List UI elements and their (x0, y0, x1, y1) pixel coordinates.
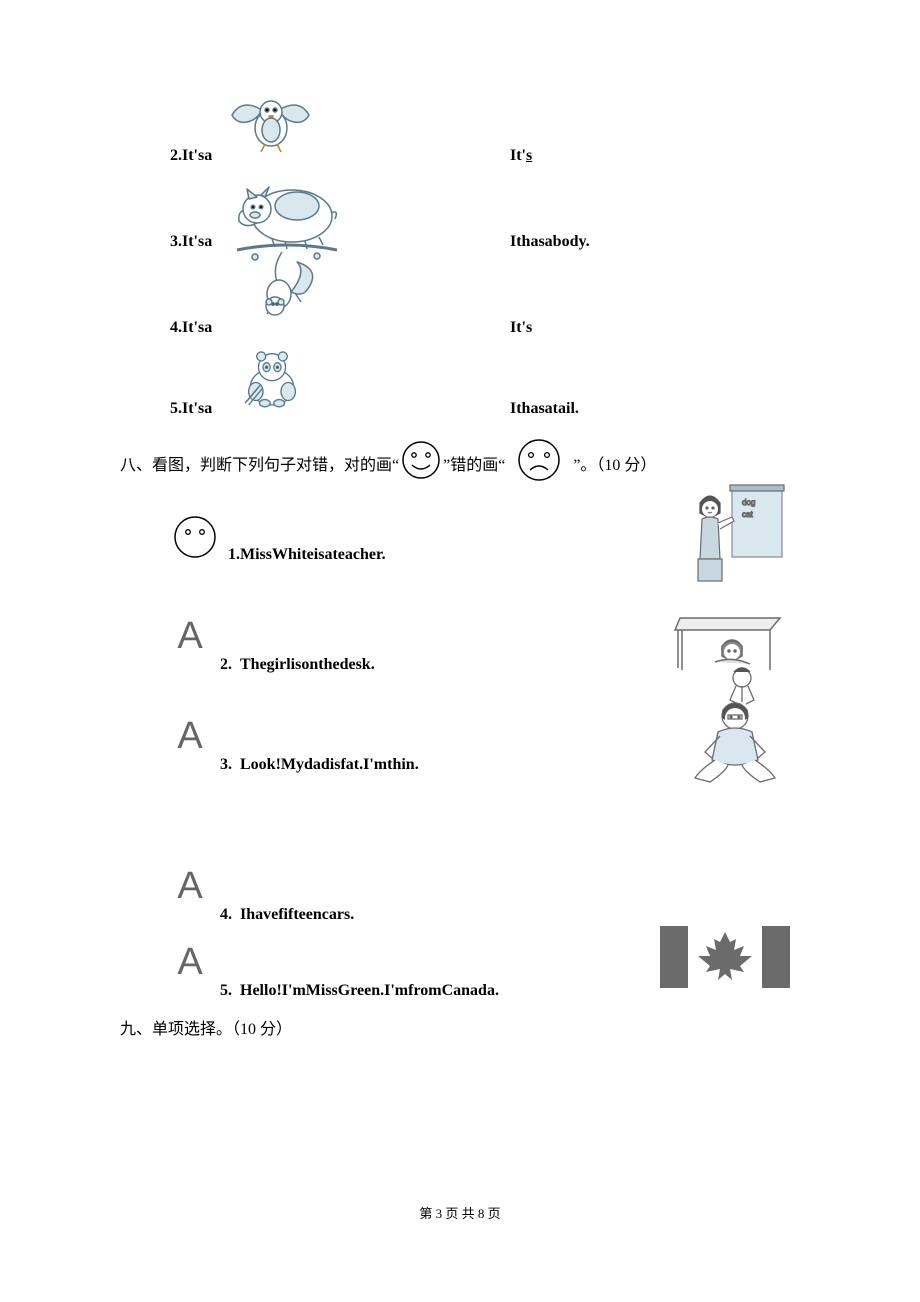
s8-5-text: Hello!I'mMissGreen.I'mfromCanada. (240, 982, 499, 999)
s7-row-5: 5.It'sa (170, 343, 790, 418)
s8-2-text: Thegirlisonthedesk. (240, 656, 375, 673)
s8-2-num: 2. (220, 656, 232, 673)
s7-row-3: 3.It'sa (170, 171, 790, 251)
page-footer: 第 3 页 共 8 页 (0, 1203, 920, 1222)
s8-head-mid: ”错的画“ (443, 451, 505, 475)
marker-A-3: A (170, 715, 210, 758)
happy-face-icon (399, 438, 443, 487)
s7-4-right: It's (510, 319, 532, 336)
s8-head-post: ”。（10 分） (573, 451, 656, 475)
panda-icon (227, 343, 317, 418)
s8-1-text: MissWhiteisateacher. (240, 546, 386, 563)
s8-3-text: Look!Mydadisfat.I'mthin. (240, 756, 419, 773)
dad-kid-icon (680, 660, 790, 795)
s7-2-right-u: s (526, 147, 532, 164)
s7-2-left: 2.It'sa (170, 147, 212, 165)
svg-text:dog: dog (742, 498, 755, 507)
marker-A-5: A (170, 941, 210, 984)
s7-4-left: 4.It'sa (170, 319, 212, 337)
s7-5-right: Ithasatail. (510, 400, 579, 417)
section9-head: 九、单项选择。（10 分） (120, 1015, 790, 1039)
sad-face-icon (515, 436, 563, 489)
s8-1-num: 1. (228, 546, 240, 563)
svg-text:cat: cat (742, 510, 753, 519)
marker-A-4: A (170, 865, 210, 908)
section7: 2.It'sa (170, 90, 790, 418)
s8-4-num: 4. (220, 906, 232, 923)
s8-5-num: 5. (220, 982, 232, 999)
canada-flag-icon (660, 926, 790, 993)
s7-5-left: 5.It'sa (170, 400, 212, 418)
s7-3-left: 3.It'sa (170, 233, 212, 251)
pig-icon (227, 171, 347, 251)
neutral-face-icon (170, 509, 220, 564)
s7-3-right: Ithasabody. (510, 233, 590, 250)
teacher-icon: dog cat (680, 479, 790, 594)
bird-icon (227, 90, 317, 165)
marker-A-2: A (170, 615, 210, 658)
s7-row-4: 4.It'sa (170, 257, 790, 337)
s7-2-right-pre: It' (510, 147, 526, 164)
section8-items: 1.MissWhiteisateacher. dog cat (170, 509, 790, 1011)
monkey-icon (227, 257, 347, 337)
s8-3-num: 3. (220, 756, 232, 773)
s8-4-text: Ihavefifteencars. (240, 906, 354, 923)
s7-row-2: 2.It'sa (170, 90, 790, 165)
s8-head-pre: 八、看图，判断下列句子对错，对的画“ (120, 451, 399, 475)
